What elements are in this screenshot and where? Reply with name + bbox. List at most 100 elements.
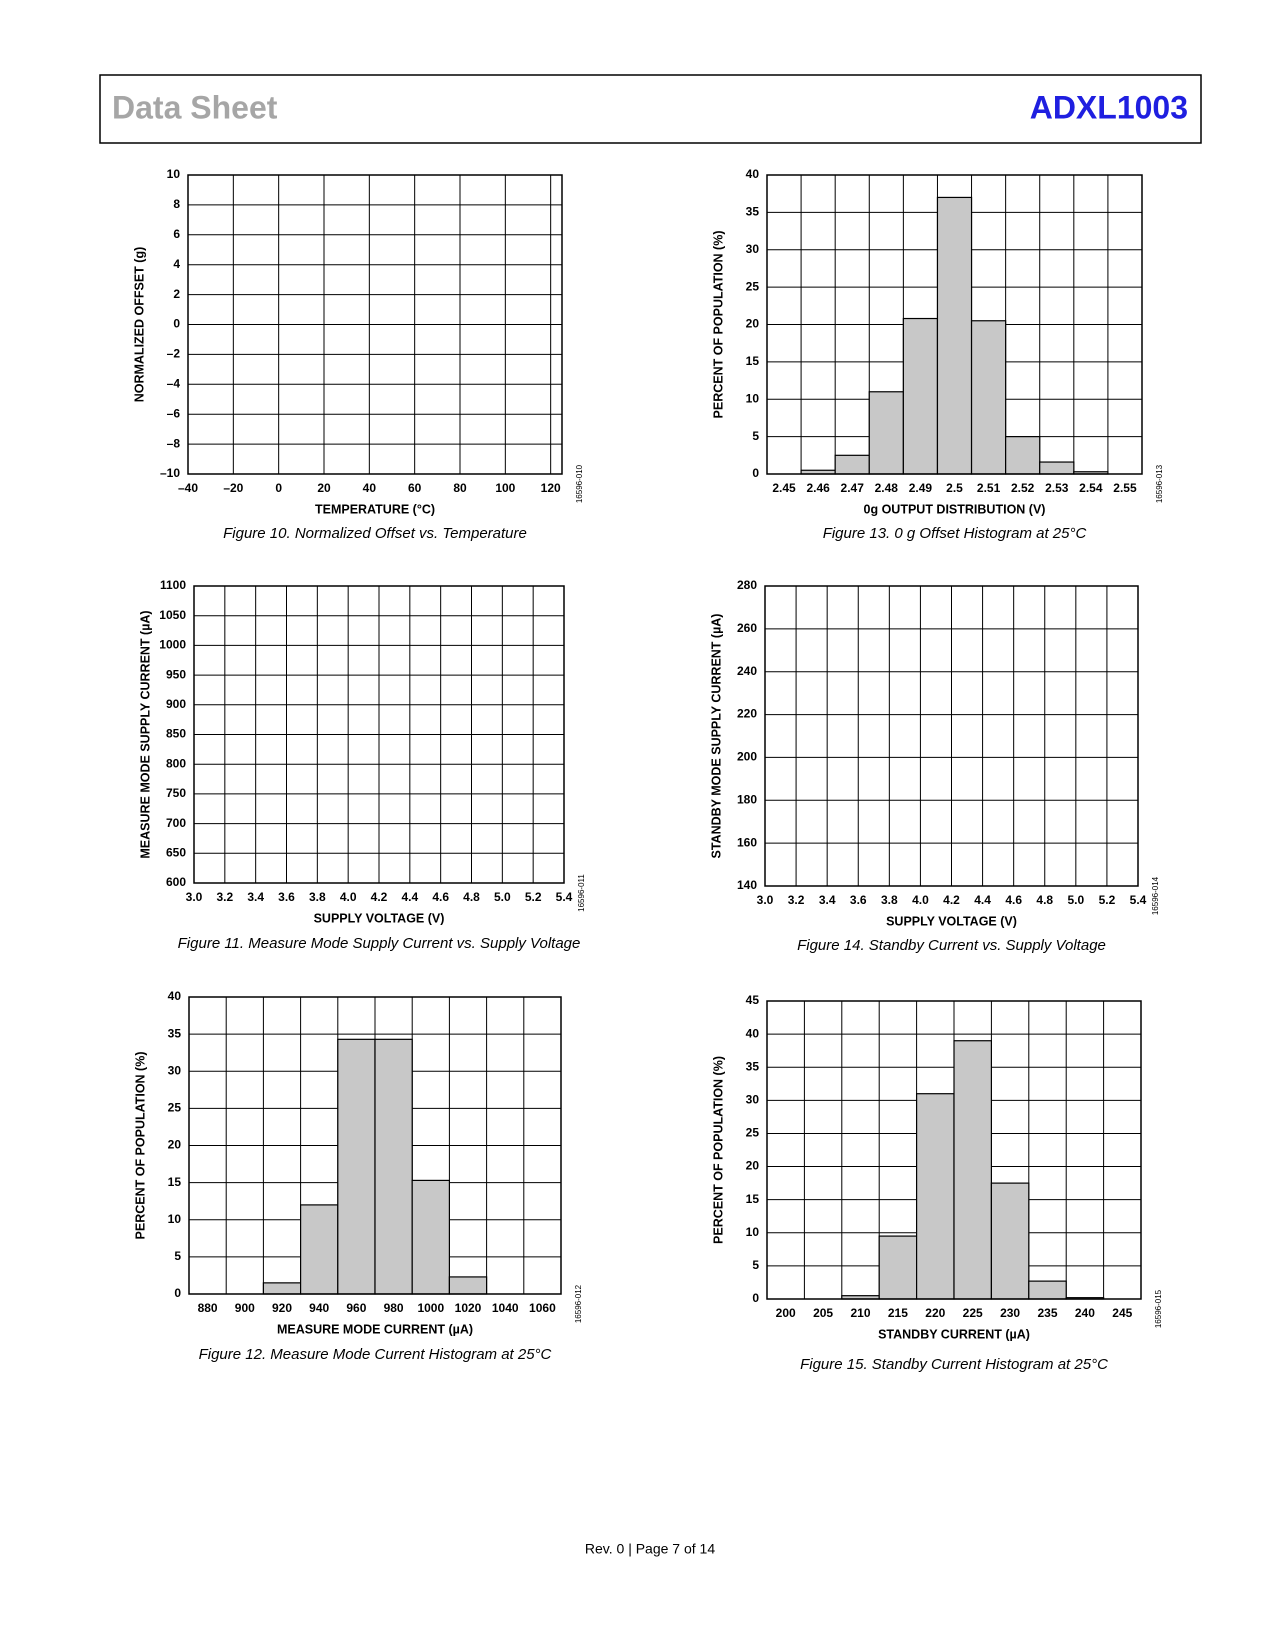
plot-frame [193, 585, 565, 884]
y-tick-label: 280 [737, 578, 757, 592]
x-tick-label: 2.54 [1079, 481, 1103, 495]
y-tick-label: 5 [752, 429, 759, 443]
plot-frame [187, 174, 563, 475]
x-tick-label: 5.0 [1067, 893, 1084, 907]
bar [915, 1093, 955, 1300]
y-tick-label: 6 [173, 227, 180, 241]
y-tick-label: 25 [168, 1101, 182, 1115]
x-tick-label: 245 [1112, 1306, 1132, 1320]
bar [990, 1182, 1030, 1300]
x-tick-label: 120 [541, 481, 561, 495]
y-tick-label: 40 [746, 1026, 760, 1040]
figure-caption: Figure 12. Measure Mode Current Histogra… [199, 1346, 552, 1363]
y-tick-label: 15 [746, 354, 760, 368]
figure-caption: Figure 13. 0 g Offset Histogram at 25°C [823, 525, 1087, 542]
y-axis-label: STANDBY MODE SUPPLY CURRENT (µA) [709, 614, 723, 859]
y-tick-label: 30 [168, 1063, 182, 1077]
x-axis-label: SUPPLY VOLTAGE (V) [314, 911, 445, 925]
y-tick-label: 750 [166, 786, 186, 800]
bar [411, 1179, 451, 1295]
plot-frame [766, 1000, 1142, 1300]
figure-code: 16596-015 [1154, 1289, 1163, 1328]
y-tick-label: 600 [166, 875, 186, 889]
x-tick-label: 205 [813, 1306, 833, 1320]
y-tick-label: 0 [752, 1291, 759, 1305]
x-tick-label: 2.47 [841, 481, 865, 495]
x-tick-label: 1000 [417, 1301, 444, 1315]
y-tick-label: 5 [752, 1258, 759, 1272]
bar [1028, 1280, 1067, 1300]
y-tick-label: 45 [746, 993, 760, 1007]
x-tick-label: 3.4 [247, 890, 264, 904]
figure-code: 16596-012 [574, 1284, 583, 1323]
x-tick-label: 210 [850, 1306, 870, 1320]
y-tick-label: 5 [174, 1249, 181, 1263]
y-tick-label: –4 [167, 376, 181, 390]
x-tick-label: 3.6 [850, 893, 867, 907]
bar [337, 1038, 376, 1295]
x-tick-label: 2.46 [806, 481, 830, 495]
x-tick-label: 220 [925, 1306, 945, 1320]
x-tick-label: 2.52 [1011, 481, 1035, 495]
y-tick-label: 950 [166, 667, 186, 681]
x-tick-label: 980 [384, 1301, 404, 1315]
y-axis-label: MEASURE MODE SUPPLY CURRENT (µA) [138, 610, 152, 858]
x-tick-label: 4.4 [974, 893, 991, 907]
bar [374, 1038, 413, 1295]
figure-code: 16596-011 [577, 874, 586, 912]
figure-code: 16596-013 [1155, 464, 1164, 503]
y-tick-label: 850 [166, 727, 186, 741]
y-tick-label: 20 [746, 1159, 760, 1173]
header-product: ADXL1003 [1030, 89, 1188, 125]
y-tick-label: 10 [746, 391, 760, 405]
x-tick-label: 3.2 [216, 890, 233, 904]
y-tick-label: 10 [167, 167, 181, 181]
bar [1005, 436, 1041, 475]
x-tick-label: 2.53 [1045, 481, 1069, 495]
x-tick-label: 80 [453, 481, 467, 495]
bar [300, 1204, 339, 1295]
plot-frame [766, 174, 1143, 475]
x-tick-label: 5.0 [494, 890, 511, 904]
x-axis-label: 0g OUTPUT DISTRIBUTION (V) [864, 502, 1046, 516]
y-tick-label: 15 [168, 1175, 182, 1189]
x-tick-label: 3.8 [309, 890, 326, 904]
y-tick-label: 220 [737, 707, 757, 721]
y-tick-label: 0 [173, 317, 180, 331]
y-tick-label: 25 [746, 279, 760, 293]
x-tick-label: 4.0 [912, 893, 929, 907]
figure-caption: Figure 11. Measure Mode Supply Current v… [178, 935, 581, 952]
y-tick-label: 30 [746, 1093, 760, 1107]
x-axis-label: MEASURE MODE CURRENT (µA) [277, 1322, 473, 1336]
header-title: Data Sheet [112, 89, 278, 125]
header-box [99, 74, 1202, 144]
x-tick-label: 225 [963, 1306, 983, 1320]
x-tick-label: 235 [1037, 1306, 1057, 1320]
x-tick-label: 3.6 [278, 890, 295, 904]
bar [936, 196, 973, 475]
x-tick-label: 3.8 [881, 893, 898, 907]
x-tick-label: 4.6 [1005, 893, 1022, 907]
y-tick-label: 15 [746, 1192, 760, 1206]
x-tick-label: 1020 [455, 1301, 482, 1315]
x-tick-label: 215 [888, 1306, 908, 1320]
y-tick-label: 800 [166, 756, 186, 770]
x-axis-label: SUPPLY VOLTAGE (V) [886, 914, 1017, 928]
x-tick-label: –40 [178, 481, 198, 495]
y-tick-label: –2 [167, 347, 181, 361]
x-tick-label: 2.49 [909, 481, 933, 495]
y-tick-label: 260 [737, 621, 757, 635]
y-tick-label: 40 [168, 989, 182, 1003]
x-tick-label: 1040 [492, 1301, 519, 1315]
x-tick-label: 920 [272, 1301, 292, 1315]
x-tick-label: 5.2 [1099, 893, 1116, 907]
y-axis-label: PERCENT OF POPULATION (%) [711, 231, 725, 419]
y-tick-label: 40 [746, 167, 760, 181]
y-axis-label: NORMALIZED OFFSET (g) [132, 247, 146, 403]
bar [448, 1276, 488, 1295]
y-axis-label: PERCENT OF POPULATION (%) [711, 1056, 725, 1244]
x-tick-label: 4.6 [432, 890, 449, 904]
y-tick-label: 8 [173, 197, 180, 211]
x-tick-label: 900 [235, 1301, 255, 1315]
